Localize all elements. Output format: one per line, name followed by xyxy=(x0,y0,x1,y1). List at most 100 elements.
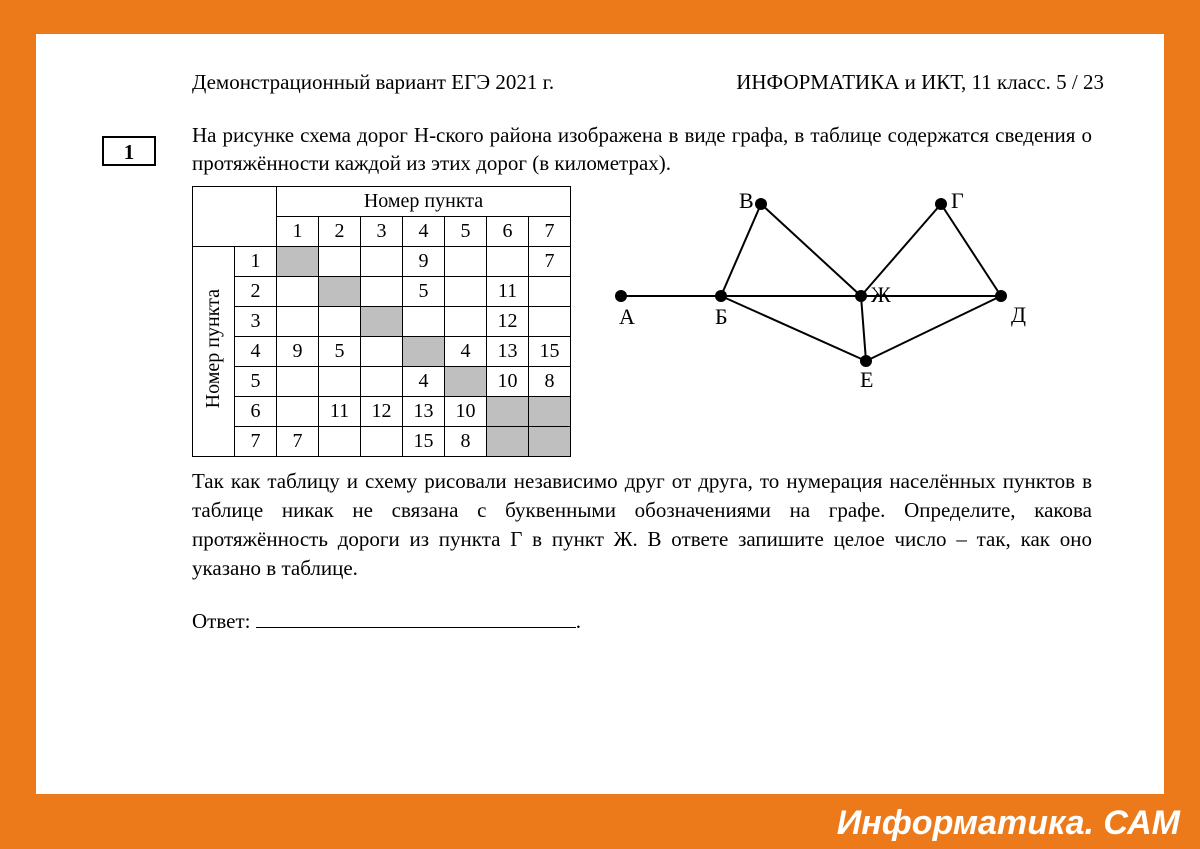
table-cell: 9 xyxy=(277,336,319,366)
table-cell xyxy=(361,426,403,456)
exam-page: Демонстрационный вариант ЕГЭ 2021 г. ИНФ… xyxy=(36,34,1164,794)
table-col-label: 6 xyxy=(487,216,529,246)
table-cell xyxy=(277,366,319,396)
table-row-label: 5 xyxy=(235,366,277,396)
table-cell xyxy=(445,246,487,276)
graph-edge xyxy=(941,204,1001,296)
table-cell: 9 xyxy=(403,246,445,276)
table-cell: 12 xyxy=(361,396,403,426)
table-row-label: 3 xyxy=(235,306,277,336)
table-cell: 8 xyxy=(529,366,571,396)
table-cell xyxy=(319,366,361,396)
header-right: ИНФОРМАТИКА и ИКТ, 11 класс. 5 / 23 xyxy=(736,70,1104,95)
table-col-label: 1 xyxy=(277,216,319,246)
table-cell xyxy=(361,306,403,336)
table-cell: 8 xyxy=(445,426,487,456)
answer-blank[interactable] xyxy=(256,607,576,628)
table-cell xyxy=(361,246,403,276)
table-cell: 5 xyxy=(319,336,361,366)
table-cell: 15 xyxy=(403,426,445,456)
table-row-label: 4 xyxy=(235,336,277,366)
answer-line: Ответ: . xyxy=(192,607,1092,634)
table-cell xyxy=(319,426,361,456)
table-cell xyxy=(529,276,571,306)
table-cell xyxy=(277,276,319,306)
graph-node-label: А xyxy=(619,304,635,329)
table-cell xyxy=(445,276,487,306)
table-cell xyxy=(529,306,571,336)
table-cell: 15 xyxy=(529,336,571,366)
table-row-label: 1 xyxy=(235,246,277,276)
graph-node-label: Ж xyxy=(871,282,891,307)
table-side-header: Номер пункта xyxy=(193,246,235,456)
table-col-label: 3 xyxy=(361,216,403,246)
table-cell xyxy=(445,306,487,336)
table-cell: 13 xyxy=(487,336,529,366)
table-cell: 11 xyxy=(487,276,529,306)
table-and-graph-row: Номер пункта 1234567 Номер пункта1972511… xyxy=(192,186,1092,457)
distance-table: Номер пункта 1234567 Номер пункта1972511… xyxy=(192,186,571,457)
table-row-label: 7 xyxy=(235,426,277,456)
table-cell: 7 xyxy=(529,246,571,276)
table-cell: 10 xyxy=(445,396,487,426)
table-cell xyxy=(403,336,445,366)
table-cell xyxy=(487,396,529,426)
graph-edge xyxy=(761,204,861,296)
question-number-box: 1 xyxy=(102,136,156,166)
table-cell: 12 xyxy=(487,306,529,336)
table-cell: 13 xyxy=(403,396,445,426)
table-cell xyxy=(487,246,529,276)
table-col-label: 4 xyxy=(403,216,445,246)
table-cell xyxy=(319,306,361,336)
table-cell xyxy=(403,306,445,336)
graph-node xyxy=(860,355,872,367)
table-cell: 11 xyxy=(319,396,361,426)
table-row-label: 6 xyxy=(235,396,277,426)
table-cell xyxy=(361,276,403,306)
table-cell xyxy=(529,396,571,426)
table-cell xyxy=(487,426,529,456)
table-cell: 5 xyxy=(403,276,445,306)
graph-node-label: Г xyxy=(951,188,964,213)
footer-brand: Информатика. САМ xyxy=(837,804,1180,843)
question-number: 1 xyxy=(124,140,135,164)
graph-node-label: Д xyxy=(1011,302,1026,327)
graph-edge xyxy=(861,296,866,361)
graph-node xyxy=(935,198,947,210)
tail-paragraph: Так как таблицу и схему рисовали независ… xyxy=(192,467,1092,583)
table-col-label: 5 xyxy=(445,216,487,246)
header-left: Демонстрационный вариант ЕГЭ 2021 г. xyxy=(192,70,554,95)
table-cell: 4 xyxy=(403,366,445,396)
table-cell xyxy=(319,276,361,306)
graph-node xyxy=(615,290,627,302)
answer-label: Ответ: xyxy=(192,609,250,633)
table-cell xyxy=(529,426,571,456)
graph-node xyxy=(755,198,767,210)
table-cell xyxy=(277,396,319,426)
question-body: На рисунке схема дорог Н-ского района из… xyxy=(192,121,1092,634)
graph-node-label: Е xyxy=(860,367,873,392)
answer-period: . xyxy=(576,609,581,633)
graph-edge xyxy=(721,296,866,361)
table-cell xyxy=(319,246,361,276)
table-cell xyxy=(277,246,319,276)
graph-node xyxy=(995,290,1007,302)
page-header: Демонстрационный вариант ЕГЭ 2021 г. ИНФ… xyxy=(192,70,1104,95)
lead-paragraph: На рисунке схема дорог Н-ского района из… xyxy=(192,121,1092,178)
table-cell: 4 xyxy=(445,336,487,366)
table-row-label: 2 xyxy=(235,276,277,306)
table-cell xyxy=(361,336,403,366)
table-cell xyxy=(277,306,319,336)
graph-node-label: В xyxy=(739,188,754,213)
table-cell: 7 xyxy=(277,426,319,456)
graph-edge xyxy=(721,204,761,296)
graph-node-label: Б xyxy=(715,304,728,329)
graph-node xyxy=(715,290,727,302)
graph-node xyxy=(855,290,867,302)
table-corner xyxy=(193,186,277,246)
table-cell: 10 xyxy=(487,366,529,396)
table-cell xyxy=(361,366,403,396)
table-top-header: Номер пункта xyxy=(277,186,571,216)
table-col-label: 2 xyxy=(319,216,361,246)
table-col-label: 7 xyxy=(529,216,571,246)
